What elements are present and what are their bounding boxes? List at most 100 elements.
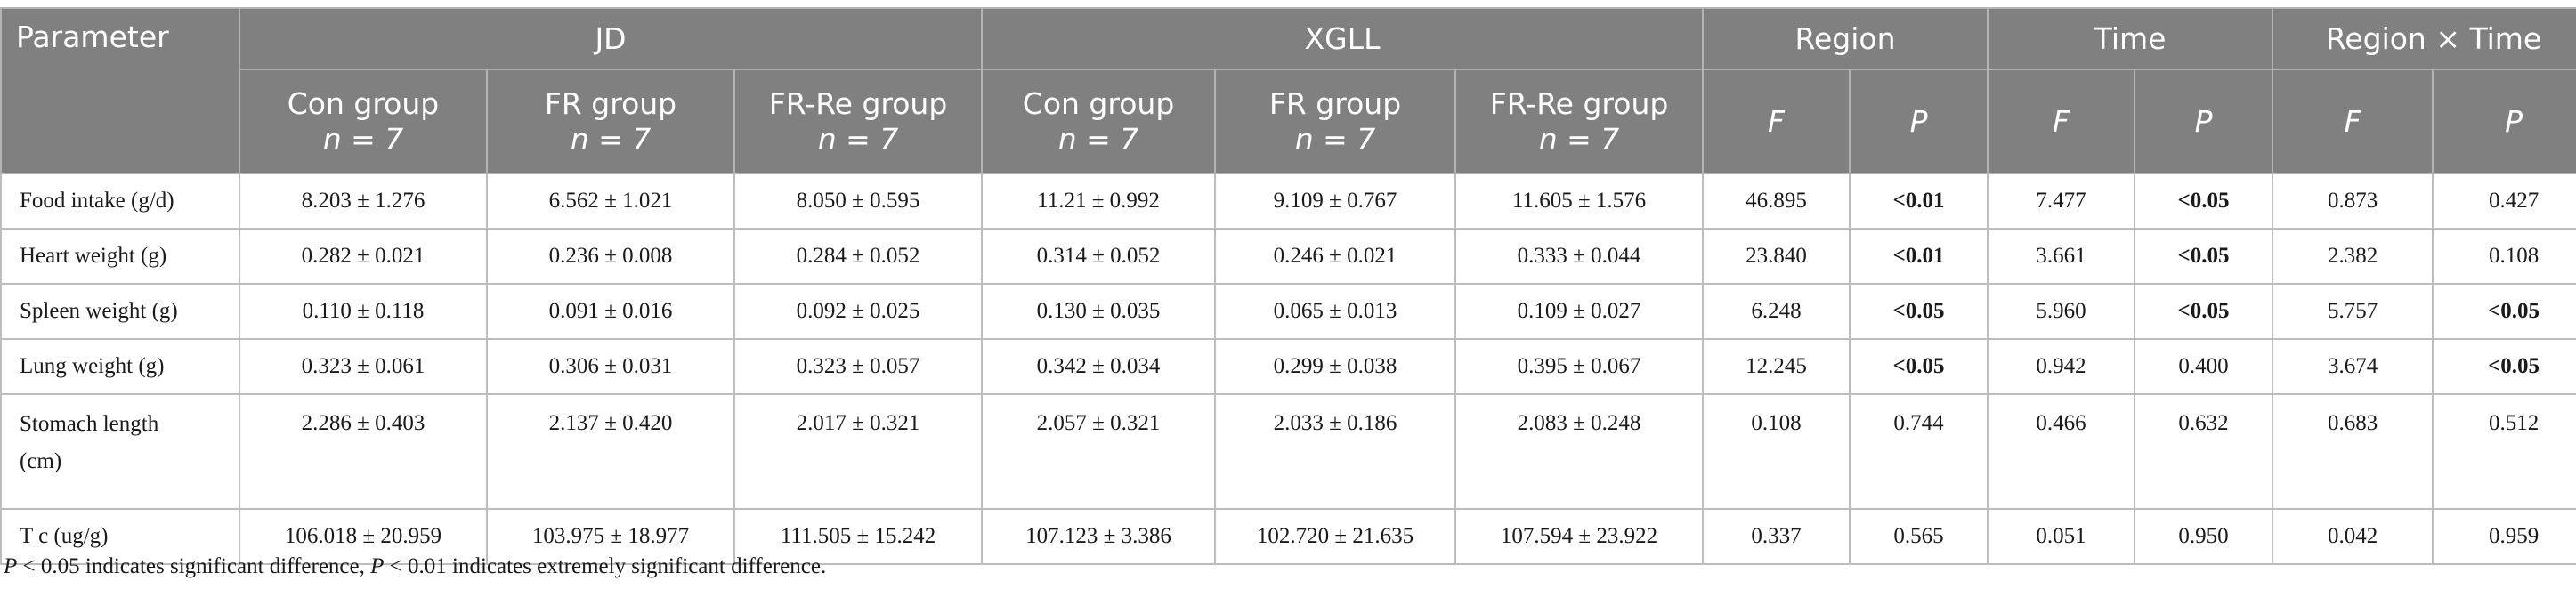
table-footnote: P < 0.05 indicates significant differenc…: [4, 554, 826, 579]
header-jd-frre: FR-Re group n = 7: [733, 69, 984, 174]
n-label: n = 7: [570, 121, 652, 157]
header-jd: JD: [238, 7, 984, 70]
sub-group-label: FR group: [544, 85, 677, 121]
table-cell: 102.720 ± 21.635: [1214, 508, 1457, 565]
sub-group-label: Con group: [1022, 85, 1175, 121]
table-cell: 2.382: [2272, 228, 2434, 285]
table-cell: <0.05: [2432, 283, 2576, 340]
header-region-f: F: [1702, 69, 1851, 174]
header-jd-con: Con group n = 7: [239, 69, 488, 174]
table-cell: 6.248: [1702, 283, 1851, 340]
table-cell: 0.323 ± 0.057: [733, 338, 984, 395]
header-time-p: P: [2134, 69, 2274, 174]
table-cell: 0.395 ± 0.067: [1454, 338, 1705, 395]
table-cell: 0.342 ± 0.034: [981, 338, 1217, 395]
row-label: Spleen weight (g): [0, 283, 240, 340]
table-cell: 0.092 ± 0.025: [733, 283, 984, 340]
table-cell: 0.065 ± 0.013: [1214, 283, 1457, 340]
header-interaction-f: F: [2272, 69, 2434, 174]
table-cell: <0.05: [1849, 338, 1989, 395]
header-region: Region: [1702, 7, 1989, 70]
n-label: n = 7: [1294, 121, 1376, 157]
table-row: Spleen weight (g) 0.110 ± 0.118 0.091 ± …: [0, 283, 2576, 340]
footnote-p-symbol: P: [370, 554, 385, 578]
table-cell: 0.632: [2134, 393, 2274, 510]
footnote-p-symbol: P: [4, 554, 18, 578]
table-cell: <0.01: [1849, 173, 1989, 230]
table-cell: 12.245: [1702, 338, 1851, 395]
table-cell: 3.661: [1987, 228, 2136, 285]
results-table: Parameter JD XGLL Region Time Region × T…: [0, 7, 2576, 565]
table-cell: 0.873: [2272, 173, 2434, 230]
table-cell: <0.01: [1849, 228, 1989, 285]
table-row: Lung weight (g) 0.323 ± 0.061 0.306 ± 0.…: [0, 338, 2576, 395]
header-region-time: Region × Time: [2272, 7, 2576, 70]
table-cell: 0.246 ± 0.021: [1214, 228, 1457, 285]
table-cell: 0.744: [1849, 393, 1989, 510]
table-cell: <0.05: [2134, 283, 2274, 340]
sub-group-label: Con group: [287, 85, 440, 121]
table-cell: 5.757: [2272, 283, 2434, 340]
table-cell: 106.018 ± 20.959: [239, 508, 488, 565]
sub-group-label: FR group: [1268, 85, 1402, 121]
row-label-line: Stomach length: [20, 412, 159, 436]
table-row: Heart weight (g) 0.282 ± 0.021 0.236 ± 0…: [0, 228, 2576, 285]
table-cell: <0.05: [2432, 338, 2576, 395]
header-xgll-frre: FR-Re group n = 7: [1454, 69, 1705, 174]
row-label: Food intake (g/d): [0, 173, 240, 230]
table-cell: <0.05: [1849, 283, 1989, 340]
n-label: n = 7: [1538, 121, 1620, 157]
header-time: Time: [1987, 7, 2274, 70]
n-label: n = 7: [322, 121, 404, 157]
header-xgll: XGLL: [981, 7, 1705, 70]
table-cell: 0.109 ± 0.027: [1454, 283, 1705, 340]
header-parameter: Parameter: [0, 7, 240, 174]
table-cell: 2.017 ± 0.321: [733, 393, 984, 510]
table-cell: 0.299 ± 0.038: [1214, 338, 1457, 395]
header-jd-fr: FR group n = 7: [486, 69, 735, 174]
sub-group-label: FR-Re group: [1489, 85, 1669, 121]
row-label: Heart weight (g): [0, 228, 240, 285]
table-cell: 0.337: [1702, 508, 1851, 565]
header-time-f: F: [1987, 69, 2136, 174]
table-cell: 0.314 ± 0.052: [981, 228, 1217, 285]
table-cell: 0.306 ± 0.031: [486, 338, 735, 395]
header-xgll-con: Con group n = 7: [981, 69, 1217, 174]
table-cell: 0.512: [2432, 393, 2576, 510]
footnote-text: < 0.01 indicates extremely significant d…: [384, 554, 827, 578]
table-cell: 2.057 ± 0.321: [981, 393, 1217, 510]
table-cell: 0.236 ± 0.008: [486, 228, 735, 285]
table-cell: 2.083 ± 0.248: [1454, 393, 1705, 510]
table-cell: 0.942: [1987, 338, 2136, 395]
n-label: n = 7: [1057, 121, 1139, 157]
table-cell: 111.505 ± 15.242: [733, 508, 984, 565]
table-cell: 2.286 ± 0.403: [239, 393, 488, 510]
table-cell: 0.466: [1987, 393, 2136, 510]
table-cell: 2.137 ± 0.420: [486, 393, 735, 510]
table-cell: 2.033 ± 0.186: [1214, 393, 1457, 510]
table-cell: 0.565: [1849, 508, 1989, 565]
table-row: T c (ug/g) 106.018 ± 20.959 103.975 ± 18…: [0, 508, 2576, 565]
table-row: Stomach length (cm) 2.286 ± 0.403 2.137 ±…: [0, 393, 2576, 510]
table-cell: 0.333 ± 0.044: [1454, 228, 1705, 285]
table-cell: 103.975 ± 18.977: [486, 508, 735, 565]
table-cell: 3.674: [2272, 338, 2434, 395]
table-cell: 6.562 ± 1.021: [486, 173, 735, 230]
table-cell: 107.123 ± 3.386: [981, 508, 1217, 565]
table-cell: 0.959: [2432, 508, 2576, 565]
row-label: Stomach length (cm): [0, 393, 240, 510]
table-cell: 0.042: [2272, 508, 2434, 565]
table-row: Food intake (g/d) 8.203 ± 1.276 6.562 ± …: [0, 173, 2576, 230]
table-cell: 46.895: [1702, 173, 1851, 230]
table-cell: 9.109 ± 0.767: [1214, 173, 1457, 230]
sub-group-label: FR-Re group: [768, 85, 948, 121]
table-cell: 0.400: [2134, 338, 2274, 395]
header-region-p: P: [1849, 69, 1989, 174]
row-label: Lung weight (g): [0, 338, 240, 395]
row-label: T c (ug/g): [0, 508, 240, 565]
n-label: n = 7: [817, 121, 899, 157]
header-interaction-p: P: [2432, 69, 2576, 174]
table-cell: 0.091 ± 0.016: [486, 283, 735, 340]
table-cell: 5.960: [1987, 283, 2136, 340]
row-label-line: (cm): [20, 449, 62, 473]
